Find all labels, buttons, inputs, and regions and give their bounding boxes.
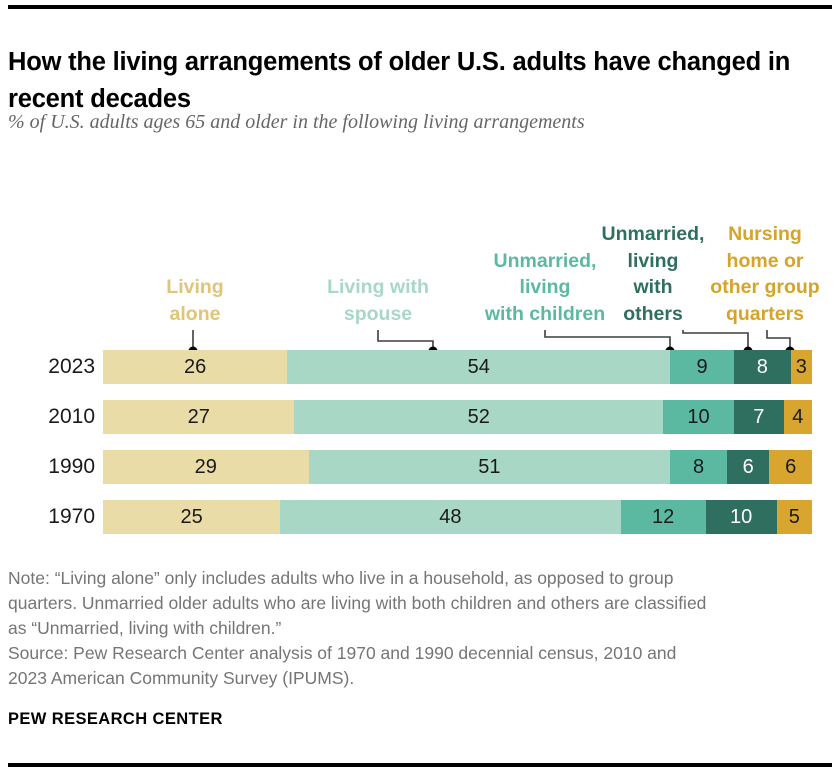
bar-segment-unmarried-living-with-children: 9 (670, 350, 734, 384)
source-line: Source: Pew Research Center analysis of … (8, 643, 677, 663)
year-label: 2010 (48, 405, 95, 428)
bar-segment-living-with-spouse: 51 (308, 450, 671, 484)
bar-row-2010: 2010 27 52 10 7 4 (0, 400, 840, 434)
stacked-bar: 27 52 10 7 4 (103, 400, 812, 434)
bar-segment-unmarried-living-with-others: 6 (726, 450, 770, 484)
stacked-bar: 29 51 8 6 6 (103, 450, 812, 484)
top-divider (8, 5, 832, 9)
bar-segment-living-with-spouse: 54 (287, 350, 671, 384)
bottom-divider (8, 763, 832, 767)
bar-segment-unmarried-living-with-children: 8 (670, 450, 727, 484)
note-source-block: Note: “Living alone” only includes adult… (8, 566, 832, 691)
source-line: 2023 American Community Survey (IPUMS). (8, 668, 355, 688)
page-title: How the living arrangements of older U.S… (8, 48, 791, 114)
pew-research-center-wordmark: PEW RESEARCH CENTER (8, 710, 223, 728)
year-label: 1970 (48, 505, 95, 528)
bar-segment-living-with-spouse: 52 (294, 400, 664, 434)
bar-row-1970: 1970 25 48 12 10 5 (0, 500, 840, 534)
bar-segment-nursing-home-or-other-group-quarters: 3 (790, 350, 812, 384)
stacked-bar: 25 48 12 10 5 (103, 500, 812, 534)
note-line: quarters. Unmarried older adults who are… (8, 593, 707, 613)
note-line: Note: “Living alone” only includes adult… (8, 568, 674, 588)
bar-segment-nursing-home-or-other-group-quarters: 6 (769, 450, 812, 484)
chart: Living alone Living with spouse Unmarried, li… (0, 200, 840, 545)
bar-segment-nursing-home-or-other-group-quarters: 4 (783, 400, 812, 434)
bar-segment-living-with-spouse: 48 (280, 500, 621, 534)
leader-line-unmarried-others (682, 330, 749, 349)
stacked-bar: 26 54 9 8 3 (103, 350, 812, 384)
year-label: 1990 (48, 455, 95, 478)
bar-segment-living-alone: 26 (103, 350, 288, 384)
chart-subtitle: % of U.S. adults ages 65 and older in th… (8, 111, 585, 133)
bar-segment-unmarried-living-with-others: 7 (733, 400, 784, 434)
leader-line-living-with-spouse (377, 330, 434, 349)
year-label: 2023 (48, 355, 95, 378)
bar-segment-unmarried-living-with-others: 8 (733, 350, 791, 384)
bar-segment-unmarried-living-with-children: 12 (620, 500, 706, 534)
bar-row-2023: 2023 26 54 9 8 3 (0, 350, 840, 384)
bar-segment-unmarried-living-with-children: 10 (663, 400, 734, 434)
bar-segment-unmarried-living-with-others: 10 (705, 500, 777, 534)
bar-row-1990: 1990 29 51 8 6 6 (0, 450, 840, 484)
bar-segment-living-alone: 29 (103, 450, 309, 484)
bar-segment-living-alone: 25 (103, 500, 281, 534)
note-line: as “Unmarried, living with children.” (8, 618, 282, 638)
leader-line-unmarried-children (544, 330, 671, 349)
leader-line-nursing-home (766, 330, 791, 349)
bar-segment-living-alone: 27 (103, 400, 295, 434)
bar-segment-nursing-home-or-other-group-quarters: 5 (776, 500, 812, 534)
